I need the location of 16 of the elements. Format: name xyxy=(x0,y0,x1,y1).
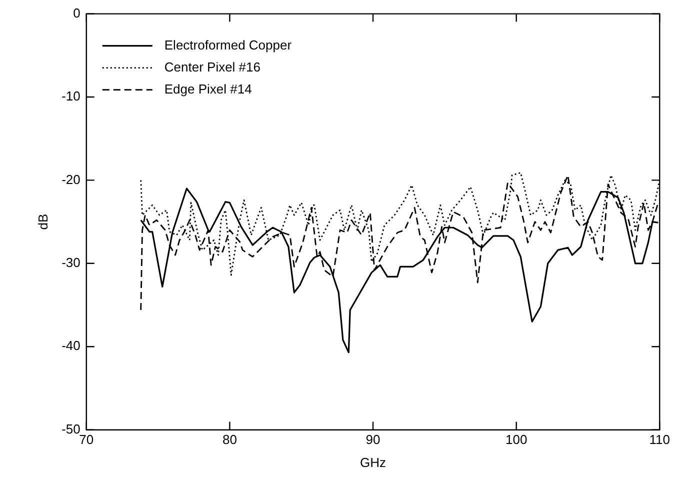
x-axis-title: GHz xyxy=(360,454,386,470)
legend-label: Edge Pixel #14 xyxy=(164,81,252,96)
y-tick-label: 0 xyxy=(73,5,80,20)
x-tick-label: 100 xyxy=(505,432,528,448)
y-tick-label: -50 xyxy=(62,421,80,436)
legend-label: Center Pixel #16 xyxy=(164,59,261,74)
x-tick-label: 90 xyxy=(366,432,380,448)
y-tick-label: -30 xyxy=(62,254,80,270)
x-tick-label: 70 xyxy=(79,432,94,448)
y-tick-label: -40 xyxy=(62,338,80,354)
y-axis-title: dB xyxy=(35,214,50,230)
y-tick-label: -20 xyxy=(62,172,80,187)
x-tick-label: 110 xyxy=(649,432,670,448)
legend-label: Electroformed Copper xyxy=(164,37,292,52)
x-tick-label: 80 xyxy=(222,432,237,448)
y-tick-label: -10 xyxy=(62,88,80,104)
